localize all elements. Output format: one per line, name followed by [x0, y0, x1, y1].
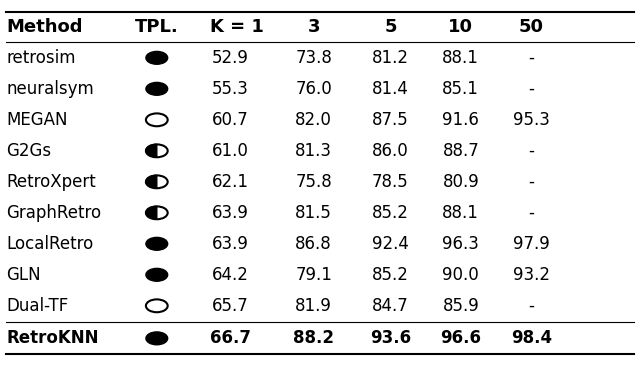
Text: 92.4: 92.4: [372, 235, 409, 253]
Text: 78.5: 78.5: [372, 173, 409, 191]
Text: 60.7: 60.7: [212, 111, 249, 129]
Text: 63.9: 63.9: [212, 235, 249, 253]
Text: 88.1: 88.1: [442, 204, 479, 222]
Text: 93.2: 93.2: [513, 266, 550, 284]
Text: 79.1: 79.1: [295, 266, 332, 284]
Text: 96.3: 96.3: [442, 235, 479, 253]
Text: 88.2: 88.2: [293, 329, 334, 347]
Text: 85.2: 85.2: [372, 204, 409, 222]
Text: neuralsym: neuralsym: [6, 80, 94, 98]
Text: -: -: [528, 49, 534, 67]
Text: 93.6: 93.6: [370, 329, 411, 347]
Text: 97.9: 97.9: [513, 235, 550, 253]
Circle shape: [146, 237, 168, 250]
Text: -: -: [528, 80, 534, 98]
Text: 91.6: 91.6: [442, 111, 479, 129]
Text: LocalRetro: LocalRetro: [6, 235, 93, 253]
Text: -: -: [528, 297, 534, 315]
Text: 90.0: 90.0: [442, 266, 479, 284]
Text: 81.9: 81.9: [295, 297, 332, 315]
Text: K = 1: K = 1: [210, 18, 264, 36]
Text: Method: Method: [6, 18, 83, 36]
Text: 86.0: 86.0: [372, 142, 409, 160]
Text: -: -: [528, 142, 534, 160]
Text: RetroKNN: RetroKNN: [6, 329, 99, 347]
Text: GLN: GLN: [6, 266, 41, 284]
Text: -: -: [528, 173, 534, 191]
Text: -: -: [528, 204, 534, 222]
Text: 62.1: 62.1: [212, 173, 249, 191]
Text: 65.7: 65.7: [212, 297, 249, 315]
Circle shape: [146, 268, 168, 281]
Text: 81.5: 81.5: [295, 204, 332, 222]
Text: 82.0: 82.0: [295, 111, 332, 129]
Text: 63.9: 63.9: [212, 204, 249, 222]
Text: 10: 10: [448, 18, 474, 36]
Text: MEGAN: MEGAN: [6, 111, 68, 129]
Text: 75.8: 75.8: [295, 173, 332, 191]
Text: retrosim: retrosim: [6, 49, 76, 67]
Text: 84.7: 84.7: [372, 297, 409, 315]
Text: 50: 50: [518, 18, 544, 36]
Text: Dual-TF: Dual-TF: [6, 297, 68, 315]
Text: 85.2: 85.2: [372, 266, 409, 284]
Text: 88.7: 88.7: [442, 142, 479, 160]
Text: 5: 5: [384, 18, 397, 36]
Circle shape: [146, 332, 168, 345]
Text: 55.3: 55.3: [212, 80, 249, 98]
Text: G2Gs: G2Gs: [6, 142, 52, 160]
Text: 85.9: 85.9: [442, 297, 479, 315]
Text: 80.9: 80.9: [442, 173, 479, 191]
Text: 81.3: 81.3: [295, 142, 332, 160]
Text: 86.8: 86.8: [295, 235, 332, 253]
Wedge shape: [146, 206, 157, 219]
Text: 81.2: 81.2: [372, 49, 409, 67]
Text: 3: 3: [307, 18, 320, 36]
Text: 76.0: 76.0: [295, 80, 332, 98]
Text: 61.0: 61.0: [212, 142, 249, 160]
Text: TPL.: TPL.: [135, 18, 179, 36]
Text: 85.1: 85.1: [442, 80, 479, 98]
Text: 52.9: 52.9: [212, 49, 249, 67]
Text: 88.1: 88.1: [442, 49, 479, 67]
Wedge shape: [146, 144, 157, 157]
Circle shape: [146, 82, 168, 95]
Text: 95.3: 95.3: [513, 111, 550, 129]
Text: 73.8: 73.8: [295, 49, 332, 67]
Text: GraphRetro: GraphRetro: [6, 204, 102, 222]
Text: 66.7: 66.7: [210, 329, 251, 347]
Text: 98.4: 98.4: [511, 329, 552, 347]
Text: 64.2: 64.2: [212, 266, 249, 284]
Text: 96.6: 96.6: [440, 329, 481, 347]
Text: RetroXpert: RetroXpert: [6, 173, 96, 191]
Circle shape: [146, 51, 168, 64]
Wedge shape: [146, 175, 157, 188]
Text: 87.5: 87.5: [372, 111, 409, 129]
Text: 81.4: 81.4: [372, 80, 409, 98]
